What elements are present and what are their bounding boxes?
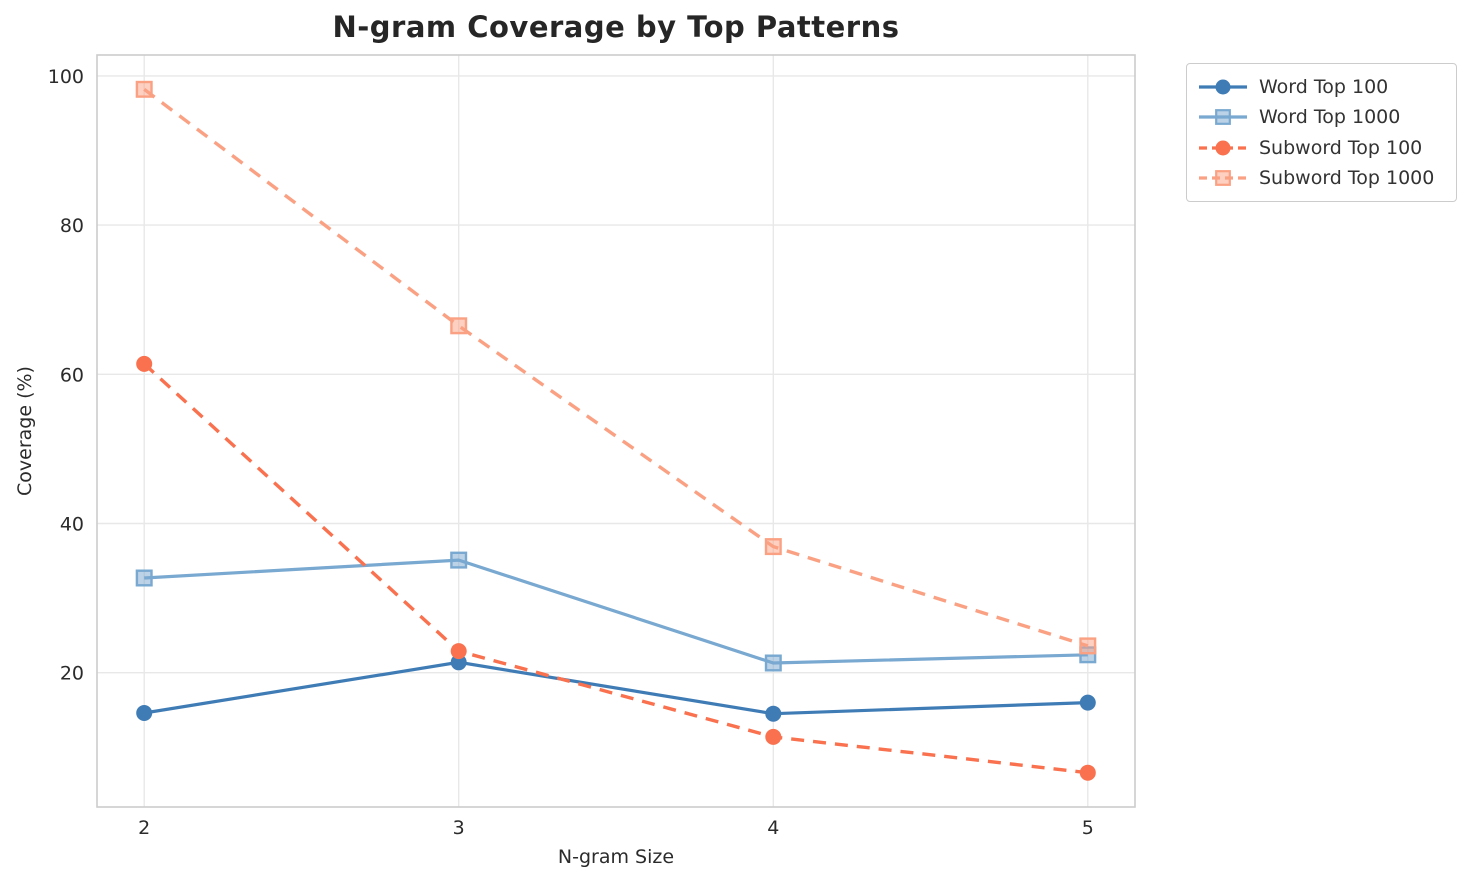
legend-marker-word-top-100 bbox=[1199, 79, 1247, 95]
x-axis-label: N-gram Size bbox=[557, 846, 675, 868]
y-tick-label: 100 bbox=[48, 66, 84, 88]
plot-border bbox=[96, 54, 1136, 808]
legend-label: Word Top 100 bbox=[1259, 76, 1389, 99]
legend-label: Subword Top 1000 bbox=[1259, 166, 1435, 189]
data-point-word-top-1000 bbox=[450, 551, 468, 569]
x-tick-label: 5 bbox=[1082, 817, 1094, 839]
series-line-word-top-100 bbox=[143, 660, 1088, 716]
data-point-word-top-1000 bbox=[135, 569, 153, 587]
series-line-subword-top-1000 bbox=[143, 87, 1089, 648]
data-point-subword-top-100 bbox=[136, 355, 153, 372]
legend-label: Subword Top 100 bbox=[1259, 136, 1423, 159]
x-tick-label: 3 bbox=[453, 817, 465, 839]
legend-item-subword-top-1000: Subword Top 1000 bbox=[1197, 167, 1444, 189]
legend-item-word-top-100: Word Top 100 bbox=[1197, 76, 1444, 98]
data-point-subword-top-100 bbox=[765, 728, 782, 745]
legend-marker-subword-top-1000 bbox=[1199, 169, 1247, 186]
legend-marker-shape bbox=[1215, 79, 1231, 95]
legend-item-subword-top-100: Subword Top 100 bbox=[1197, 137, 1444, 159]
y-tick-label: 80 bbox=[60, 215, 84, 237]
chart-title: N-gram Coverage by Top Patterns bbox=[332, 10, 900, 44]
legend-marker-shape bbox=[1215, 140, 1231, 156]
x-tick-label: 4 bbox=[767, 817, 779, 839]
legend-marker-shape bbox=[1215, 169, 1231, 186]
data-point-subword-top-1000 bbox=[135, 80, 153, 98]
series-line-word-top-1000 bbox=[144, 558, 1088, 665]
legend-marker-subword-top-100 bbox=[1199, 140, 1247, 156]
legend-marker-word-top-1000 bbox=[1199, 109, 1247, 126]
legend: Word Top 100 Word Top 1000 Subword Top 100… bbox=[1186, 63, 1457, 202]
y-tick-label: 60 bbox=[60, 364, 84, 386]
y-tick-label: 20 bbox=[60, 663, 84, 685]
data-point-word-top-1000 bbox=[764, 654, 782, 672]
data-point-word-top-100 bbox=[765, 705, 782, 722]
data-point-subword-top-100 bbox=[1079, 764, 1096, 781]
data-point-word-top-100 bbox=[450, 654, 467, 671]
x-tick-label: 2 bbox=[138, 817, 150, 839]
legend-marker-shape bbox=[1215, 109, 1231, 126]
data-point-subword-top-1000 bbox=[450, 317, 468, 335]
data-point-subword-top-1000 bbox=[764, 538, 782, 556]
data-point-word-top-100 bbox=[1079, 694, 1096, 711]
legend-item-word-top-1000: Word Top 1000 bbox=[1197, 106, 1444, 128]
series-line-subword-top-100 bbox=[143, 362, 1088, 775]
data-point-subword-top-1000 bbox=[1079, 637, 1097, 655]
legend-label: Word Top 1000 bbox=[1259, 106, 1401, 129]
data-point-subword-top-100 bbox=[450, 643, 467, 660]
y-tick-label: 40 bbox=[60, 514, 84, 536]
data-point-word-top-100 bbox=[136, 705, 153, 721]
